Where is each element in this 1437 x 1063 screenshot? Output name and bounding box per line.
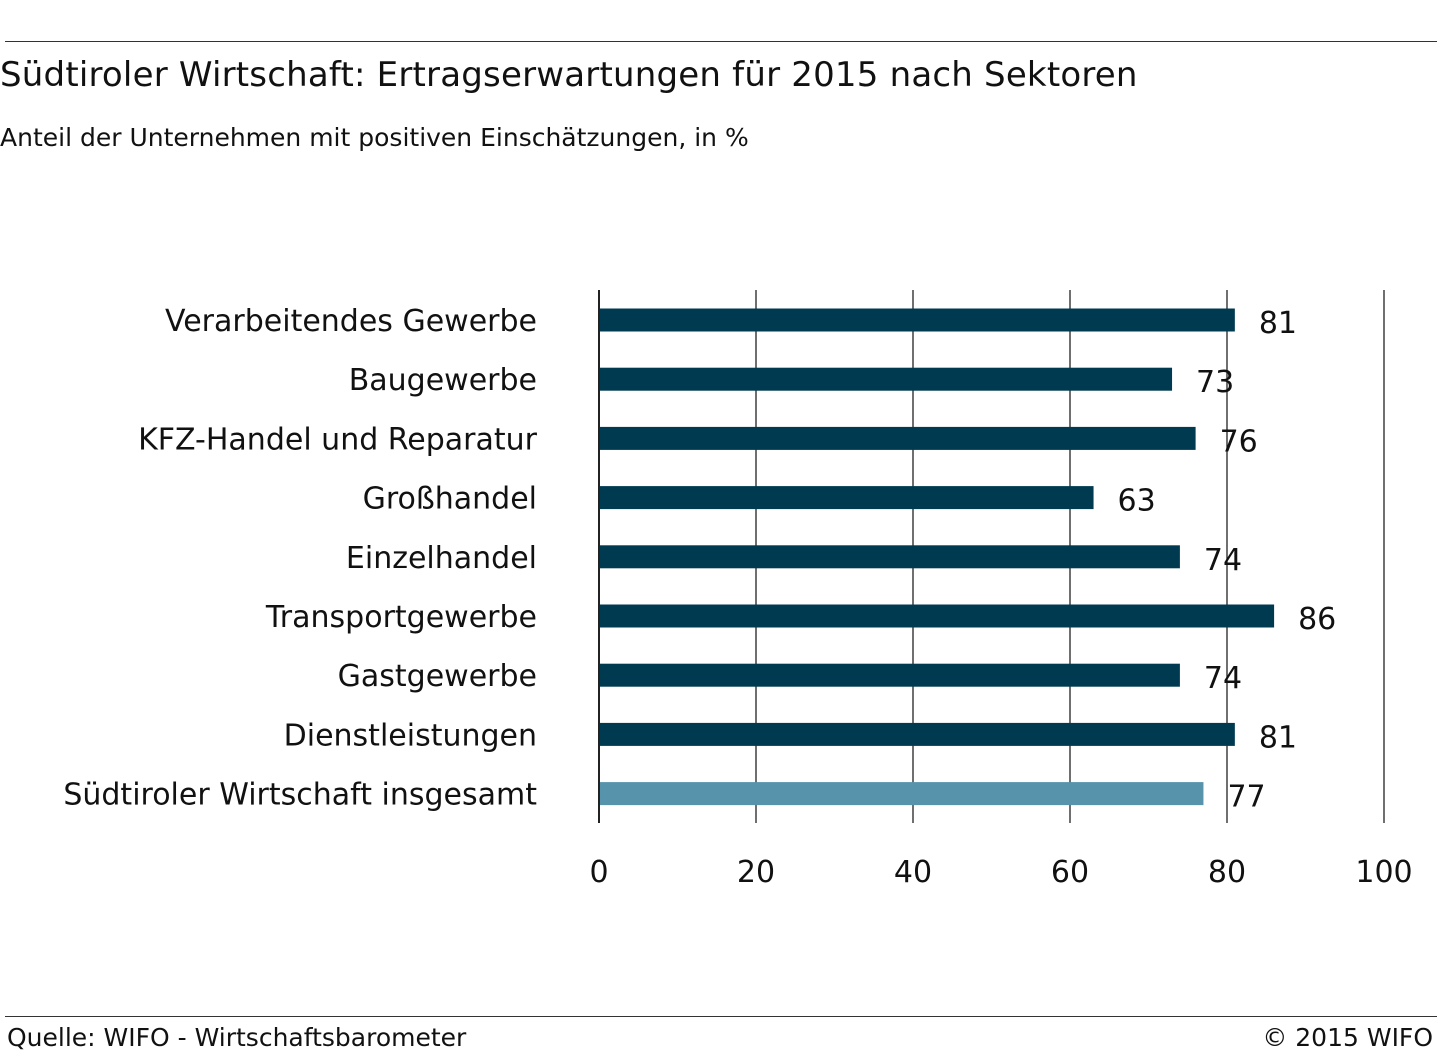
category-label-4: Einzelhandel bbox=[346, 541, 537, 576]
category-label-6: Gastgewerbe bbox=[338, 659, 537, 694]
category-label-7: Dienstleistungen bbox=[284, 718, 537, 753]
category-label-2: KFZ-Handel und Reparatur bbox=[138, 422, 538, 457]
bar-3 bbox=[600, 486, 1094, 510]
x-tick-label-40: 40 bbox=[894, 855, 932, 890]
category-label-5: Transportgewerbe bbox=[265, 600, 537, 635]
bar-8 bbox=[600, 782, 1204, 806]
category-labels: Verarbeitendes Gewerbe Baugewerbe KFZ-Hand… bbox=[63, 304, 537, 813]
x-tick-label-80: 80 bbox=[1208, 855, 1246, 890]
bar-7 bbox=[600, 722, 1235, 746]
bars bbox=[600, 308, 1275, 806]
value-label-2: 76 bbox=[1220, 424, 1258, 459]
x-axis-tick-labels: 0 20 40 60 80 100 bbox=[589, 855, 1412, 890]
x-tick-label-0: 0 bbox=[589, 855, 608, 890]
bar-5 bbox=[600, 604, 1275, 628]
category-label-1: Baugewerbe bbox=[349, 363, 537, 398]
value-label-5: 86 bbox=[1298, 602, 1336, 637]
value-label-8: 77 bbox=[1227, 780, 1265, 815]
bar-4 bbox=[600, 545, 1180, 569]
value-labels: 81 73 76 63 74 86 74 81 77 bbox=[1118, 306, 1337, 815]
copyright-note: © 2015 WIFO bbox=[1262, 1023, 1433, 1052]
value-label-1: 73 bbox=[1196, 365, 1234, 400]
source-note: Quelle: WIFO - Wirtschaftsbarometer bbox=[7, 1023, 467, 1052]
x-tick-label-20: 20 bbox=[737, 855, 775, 890]
value-label-7: 81 bbox=[1259, 720, 1297, 755]
bar-1 bbox=[600, 367, 1173, 391]
category-label-3: Großhandel bbox=[363, 482, 537, 517]
bar-0 bbox=[600, 308, 1235, 332]
x-tick-label-100: 100 bbox=[1355, 855, 1412, 890]
value-label-0: 81 bbox=[1259, 306, 1297, 341]
bottom-rule bbox=[5, 1016, 1437, 1017]
bar-6 bbox=[600, 663, 1180, 687]
value-label-6: 74 bbox=[1204, 661, 1242, 696]
chart-title: Südtiroler Wirtschaft: Ertragserwartunge… bbox=[0, 55, 1138, 95]
top-rule bbox=[5, 41, 1437, 42]
category-label-0: Verarbeitendes Gewerbe bbox=[165, 304, 537, 339]
x-tick-label-60: 60 bbox=[1051, 855, 1089, 890]
value-label-3: 63 bbox=[1118, 484, 1156, 519]
category-label-8: Südtiroler Wirtschaft insgesamt bbox=[63, 778, 537, 813]
bar-2 bbox=[600, 426, 1196, 450]
value-label-4: 74 bbox=[1204, 543, 1242, 578]
chart-subtitle: Anteil der Unternehmen mit positiven Ein… bbox=[0, 123, 749, 152]
